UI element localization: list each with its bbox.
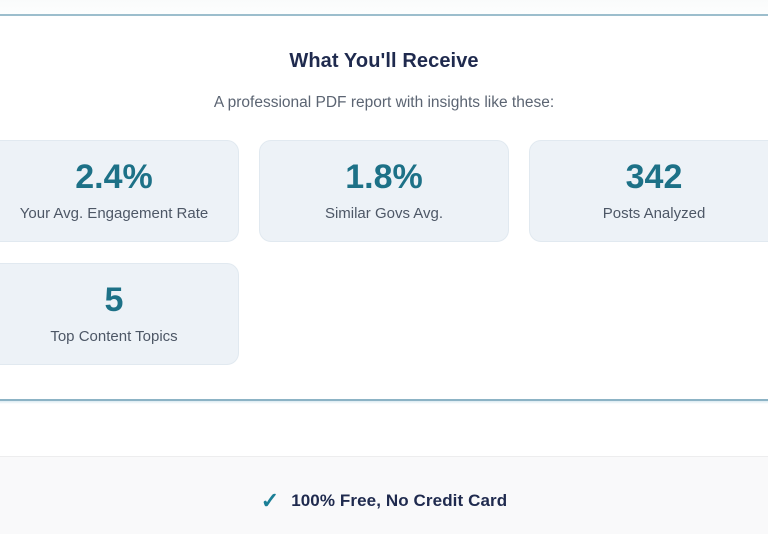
stat-card-engagement-rate: 2.4% Your Avg. Engagement Rate [0,140,239,242]
stat-card-top-content-topics: 5 Top Content Topics [0,263,239,365]
stat-card-similar-govs-avg: 1.8% Similar Govs Avg. [259,140,509,242]
stat-label: Similar Govs Avg. [324,205,444,222]
check-icon: ✓ [260,488,280,513]
stat-label: Top Content Topics [50,328,178,345]
stats-grid: 2.4% Your Avg. Engagement Rate 1.8% Simi… [0,140,768,365]
stat-label: Your Avg. Engagement Rate [19,205,209,222]
free-badge-text: 100% Free, No Credit Card [291,491,508,510]
top-section-divider [0,0,768,16]
stat-value: 342 [625,158,683,196]
stat-card-posts-analyzed: 342 Posts Analyzed [529,140,768,242]
footer-bar: ✓ 100% Free, No Credit Card [0,456,768,534]
section-title: What You'll Receive [289,50,479,72]
stat-label: Posts Analyzed [602,205,706,222]
stat-value: 1.8% [345,158,423,196]
section-subtitle: A professional PDF report with insights … [213,94,555,111]
stat-value: 5 [104,281,124,319]
mid-section-divider [0,399,768,404]
stat-value: 2.4% [75,158,153,196]
free-badge: ✓ 100% Free, No Credit Card [261,490,507,512]
